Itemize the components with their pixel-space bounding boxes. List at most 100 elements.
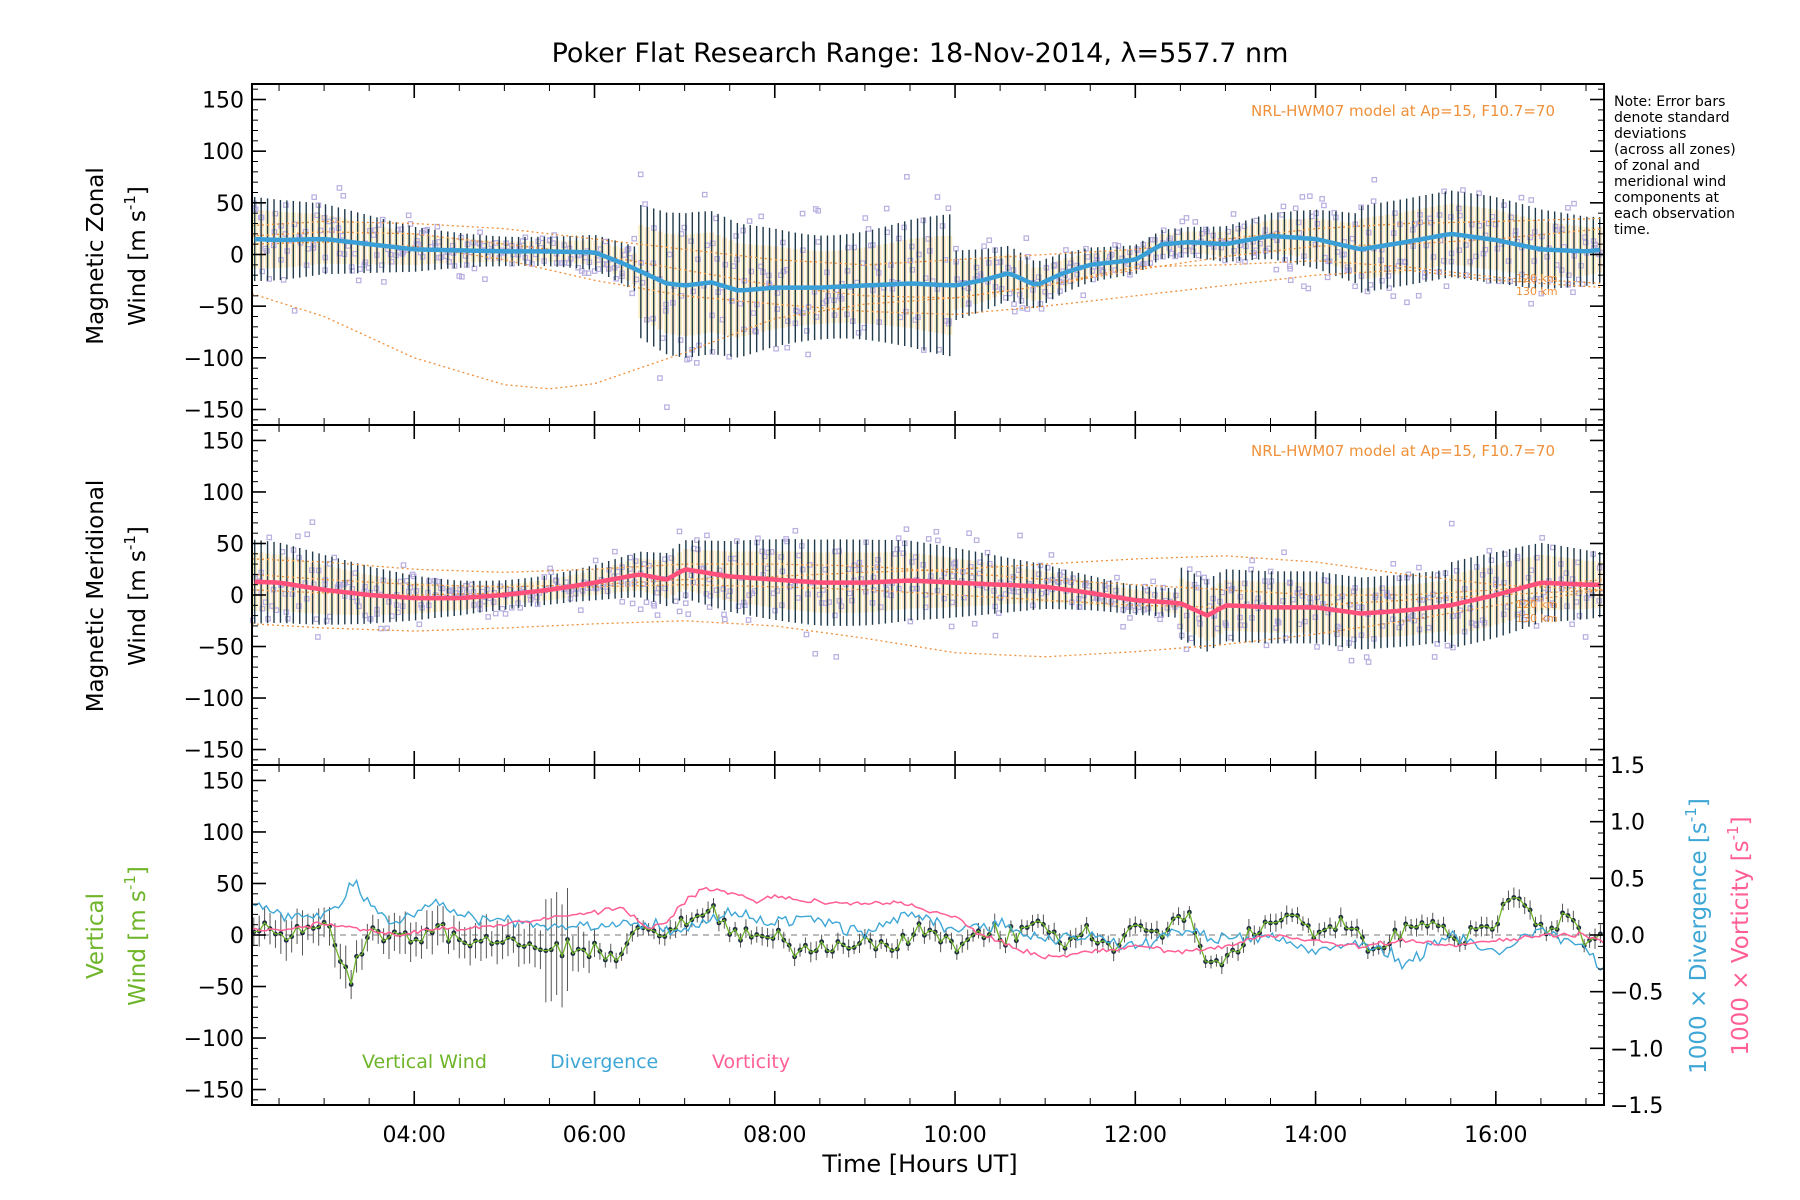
- meridional-wind-line: [254, 567, 1600, 618]
- sample-point: [1531, 258, 1538, 264]
- sample-point: [304, 531, 311, 538]
- sample-point: [613, 275, 619, 282]
- zonal-y-label-units: Wind [m s: [125, 210, 151, 326]
- sample-point: [1089, 268, 1096, 274]
- sample-point: [984, 549, 991, 556]
- sample-point: [804, 328, 810, 334]
- sample-point: [1267, 568, 1274, 575]
- sample-point: [534, 594, 540, 601]
- sample-point: [1473, 253, 1479, 260]
- y2-tick-label: 1.5: [1610, 754, 1645, 779]
- meridional-y-label: Magnetic Meridional Wind [m s-1]: [83, 480, 151, 713]
- sample-point: [948, 623, 955, 630]
- sample-point: [1183, 215, 1190, 221]
- sample-point: [507, 586, 514, 593]
- sample-point: [551, 232, 557, 238]
- model-curve-4: [251, 558, 1605, 596]
- sample-point: [1441, 188, 1447, 195]
- sample-point: [1479, 572, 1486, 578]
- sample-point: [1434, 572, 1441, 578]
- sample-point: [792, 527, 799, 534]
- sample-point: [693, 360, 700, 366]
- x-axis-tick-labels: 04:00 06:00 08:00 10:00 12:00 14:00 16:00: [383, 1123, 1528, 1148]
- sample-point: [1348, 657, 1355, 664]
- sample-point: [572, 590, 579, 597]
- y2-tick-label: −1.0: [1610, 1037, 1663, 1062]
- sample-point: [642, 201, 648, 207]
- sample-point: [1158, 612, 1165, 618]
- sample-point: [746, 218, 753, 224]
- sample-point: [482, 276, 488, 282]
- x-axis-label: Time [Hours UT]: [821, 1150, 1017, 1178]
- sample-point: [548, 569, 554, 576]
- sample-point: [750, 310, 757, 316]
- vertical-wind-line: [253, 896, 1601, 985]
- sample-point: [688, 572, 695, 579]
- sample-point: [655, 585, 662, 592]
- sample-point: [449, 242, 456, 249]
- sample-point: [592, 557, 599, 564]
- meridional-y-label-units: Wind [m s: [125, 550, 151, 666]
- y-tick-label: 100: [202, 481, 244, 506]
- sample-point: [1321, 577, 1328, 583]
- sample-point: [859, 260, 866, 266]
- y2-tick-label: −1.5: [1610, 1094, 1663, 1119]
- sample-point: [321, 215, 328, 221]
- sample-point: [1302, 618, 1308, 625]
- sample-point: [986, 237, 993, 244]
- sample-point: [1398, 619, 1405, 626]
- sample-point: [654, 612, 661, 618]
- sample-point: [627, 554, 634, 561]
- sample-point: [1100, 268, 1107, 275]
- sample-point: [823, 298, 830, 304]
- sample-point: [525, 259, 532, 266]
- sample-point: [690, 288, 696, 295]
- y-tick-label: 150: [202, 429, 244, 454]
- sample-point: [295, 533, 301, 540]
- sample-point: [1287, 263, 1293, 270]
- sample-point: [1385, 273, 1392, 279]
- sample-point: [836, 597, 843, 604]
- sample-point: [1203, 226, 1209, 233]
- y-tick-label: 50: [216, 872, 244, 897]
- sample-point: [714, 256, 721, 262]
- sample-point: [296, 554, 302, 561]
- sample-point: [1011, 301, 1017, 307]
- sample-point: [1195, 252, 1202, 259]
- sample-point: [386, 599, 392, 605]
- meridional-panel-plot: 150 100 50 0 −50 −100 −150: [184, 424, 1605, 766]
- sample-point: [1017, 532, 1023, 539]
- vorticity-axis-exponent: -1: [1724, 825, 1742, 840]
- sample-point: [309, 567, 315, 573]
- legend-vorticity: Vorticity: [712, 1051, 790, 1073]
- sample-point: [1539, 535, 1545, 541]
- sample-point: [799, 210, 806, 217]
- sample-point: [1379, 277, 1385, 284]
- sample-point: [1190, 248, 1197, 255]
- sample-point: [925, 536, 932, 542]
- sample-point: [761, 553, 768, 560]
- zonal-panel: 150 100 50 0 −50 −100 −150 NRL-HWM07 model at …: [83, 83, 1605, 426]
- sample-point: [1367, 282, 1374, 288]
- sample-point: [772, 607, 778, 614]
- sample-point: [490, 599, 497, 605]
- sample-point: [502, 611, 509, 617]
- sample-point: [1160, 253, 1166, 260]
- sample-point: [1042, 288, 1048, 295]
- y-tick-label: −50: [198, 976, 244, 1001]
- sample-point: [816, 591, 823, 598]
- sample-point: [1444, 642, 1451, 649]
- sample-point: [704, 532, 710, 539]
- sample-point: [1415, 292, 1422, 299]
- sample-point: [1057, 288, 1063, 295]
- sample-point: [986, 560, 993, 567]
- sample-point: [1248, 566, 1254, 573]
- model-curve-1: [251, 589, 1605, 658]
- y-tick-label: 100: [202, 821, 244, 846]
- sample-point: [1531, 276, 1538, 283]
- sample-point: [378, 625, 384, 632]
- sample-point: [785, 318, 791, 325]
- sample-point: [981, 243, 987, 250]
- note-line-9: time.: [1614, 222, 1650, 238]
- sample-point: [1434, 641, 1441, 647]
